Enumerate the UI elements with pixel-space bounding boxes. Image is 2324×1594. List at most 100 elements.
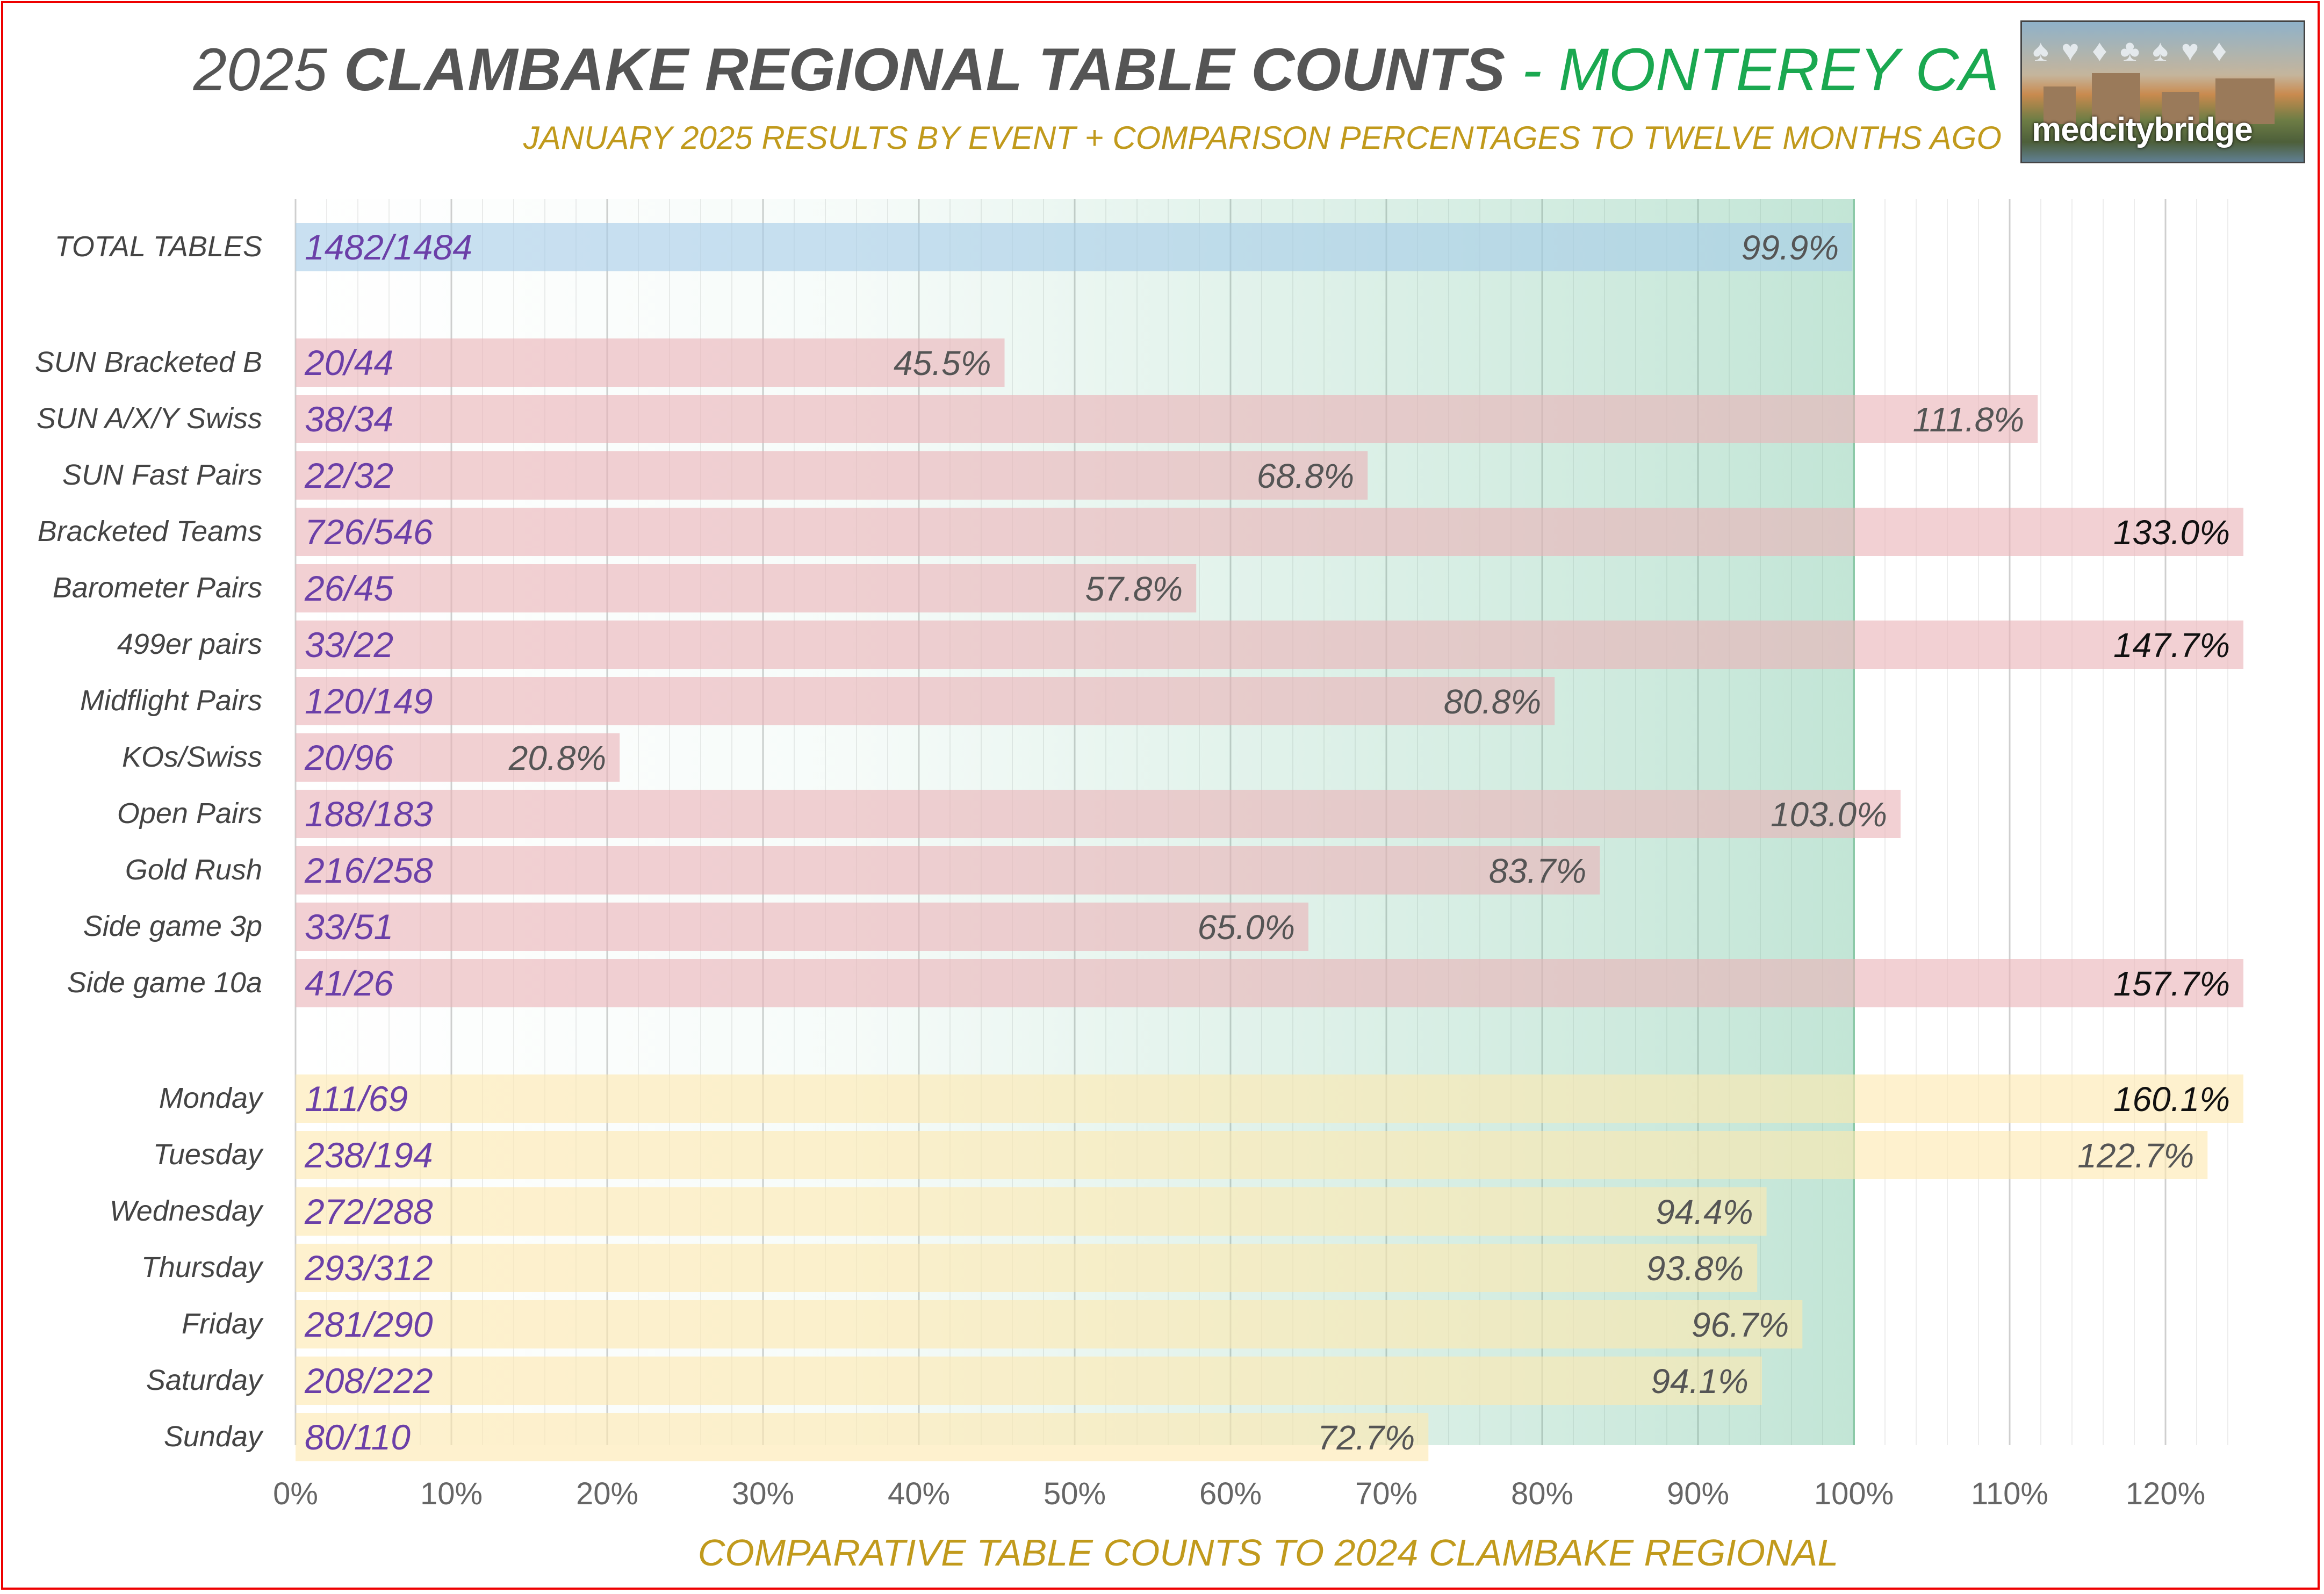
- bar: [296, 1131, 2208, 1179]
- bar: [296, 223, 1853, 271]
- x-axis-title: COMPARATIVE TABLE COUNTS TO 2024 CLAMBAK…: [697, 1532, 1839, 1574]
- x-tick-label: 30%: [732, 1476, 794, 1511]
- bar: [296, 1244, 1758, 1292]
- count-label: 20/44: [304, 343, 393, 383]
- count-label: 293/312: [304, 1248, 433, 1288]
- category-label: SUN Bracketed B: [35, 346, 262, 378]
- playing-cards-cityscape-icon: ♠ ♥ ♦ ♣ ♠ ♥ ♦: [2033, 33, 2229, 67]
- category-label: Wednesday: [110, 1195, 264, 1227]
- category-label: Midflight Pairs: [80, 684, 262, 717]
- bar: [296, 790, 1901, 838]
- x-tick-label: 50%: [1044, 1476, 1106, 1511]
- x-tick-label: 80%: [1511, 1476, 1573, 1511]
- category-label: Friday: [182, 1308, 264, 1340]
- title-main: CLAMBAKE REGIONAL TABLE COUNTS: [343, 36, 1506, 103]
- percent-data-label: 133.0%: [2113, 513, 2230, 552]
- category-label: Side game 10a: [67, 967, 262, 999]
- category-label: 499er pairs: [117, 628, 262, 660]
- count-label: 26/45: [304, 568, 393, 608]
- bar: [296, 903, 1308, 951]
- x-tick-label: 70%: [1355, 1476, 1418, 1511]
- count-label: 120/149: [305, 681, 433, 721]
- bar: [296, 1300, 1803, 1348]
- category-label: Open Pairs: [117, 797, 262, 830]
- category-label: Side game 3p: [83, 910, 262, 942]
- bar: [296, 451, 1368, 500]
- category-label: Monday: [159, 1082, 264, 1114]
- category-label: KOs/Swiss: [122, 741, 262, 773]
- percent-data-label: 45.5%: [894, 344, 991, 383]
- category-label: SUN A/X/Y Swiss: [37, 402, 262, 435]
- category-label: Gold Rush: [125, 854, 262, 886]
- x-tick-label: 40%: [888, 1476, 950, 1511]
- x-tick-label: 90%: [1667, 1476, 1729, 1511]
- percent-data-label: 65.0%: [1198, 908, 1295, 947]
- count-label: 33/22: [305, 625, 393, 665]
- percent-data-label: 111.8%: [1913, 400, 2025, 439]
- category-label: Barometer Pairs: [53, 572, 262, 604]
- percent-data-label: 147.7%: [2113, 626, 2230, 665]
- percent-data-label: 83.7%: [1489, 852, 1586, 890]
- percent-data-label: 94.4%: [1656, 1193, 1753, 1231]
- medcitybridge-logo: ♠ ♥ ♦ ♣ ♠ ♥ ♦ medcitybridge: [2020, 20, 2305, 163]
- percent-data-label: 160.1%: [2113, 1080, 2230, 1119]
- count-label: 38/34: [305, 399, 393, 439]
- count-label: 208/222: [304, 1361, 433, 1401]
- percent-data-label: 68.8%: [1257, 457, 1354, 495]
- count-label: 41/26: [305, 963, 393, 1003]
- title-location: - MONTEREY CA: [1522, 36, 1999, 103]
- bar: [296, 508, 2243, 556]
- x-tick-label: 10%: [420, 1476, 483, 1511]
- count-label: 272/288: [304, 1192, 433, 1231]
- category-label: SUN Fast Pairs: [62, 459, 262, 491]
- count-label: 111/69: [305, 1079, 408, 1119]
- bar: [296, 959, 2243, 1007]
- bar: [296, 1413, 1429, 1461]
- count-label: 216/258: [304, 850, 433, 890]
- x-tick-label: 110%: [1971, 1476, 2048, 1511]
- percent-data-label: 103.0%: [1771, 795, 1887, 834]
- bar: [296, 1357, 1762, 1405]
- category-label: Sunday: [164, 1420, 264, 1453]
- x-tick-label: 100%: [1814, 1476, 1894, 1511]
- category-label: Saturday: [146, 1364, 264, 1396]
- bar: [296, 338, 1005, 387]
- category-label: TOTAL TABLES: [55, 230, 262, 263]
- count-label: 238/194: [304, 1135, 433, 1175]
- count-label: 22/32: [304, 456, 393, 495]
- count-label: 726/546: [305, 512, 433, 552]
- count-label: 281/290: [304, 1304, 433, 1344]
- percent-data-label: 157.7%: [2113, 964, 2230, 1003]
- x-tick-label: 0%: [273, 1476, 318, 1511]
- percent-data-label: 93.8%: [1646, 1249, 1744, 1288]
- bar: [296, 1074, 2243, 1123]
- percent-data-label: 20.8%: [508, 739, 606, 777]
- percent-data-label: 99.9%: [1742, 228, 1839, 267]
- bar: [296, 621, 2243, 669]
- category-label: Bracketed Teams: [38, 515, 262, 547]
- bar: [296, 1187, 1767, 1236]
- bar: [296, 846, 1600, 895]
- count-label: 1482/1484: [305, 227, 472, 267]
- count-label: 33/51: [305, 907, 393, 947]
- x-tick-label: 120%: [2126, 1476, 2205, 1511]
- category-label: Thursday: [141, 1251, 264, 1283]
- count-label: 20/96: [304, 738, 393, 777]
- title-year: 2025: [193, 36, 327, 103]
- bar: [296, 677, 1555, 725]
- percent-data-label: 57.8%: [1085, 569, 1183, 608]
- bar: [296, 395, 2038, 443]
- category-label: Tuesday: [153, 1138, 264, 1171]
- x-tick-label: 60%: [1199, 1476, 1262, 1511]
- bar: [296, 564, 1197, 612]
- percent-data-label: 94.1%: [1651, 1362, 1748, 1401]
- count-label: 80/110: [305, 1417, 411, 1457]
- logo-text: medcitybridge: [2032, 111, 2253, 148]
- percent-data-label: 96.7%: [1692, 1306, 1789, 1344]
- chart-title: 2025 CLAMBAKE REGIONAL TABLE COUNTS - MO…: [0, 30, 1999, 110]
- bar: [296, 733, 620, 782]
- percent-data-label: 80.8%: [1444, 682, 1541, 721]
- percent-data-label: 122.7%: [2077, 1136, 2194, 1175]
